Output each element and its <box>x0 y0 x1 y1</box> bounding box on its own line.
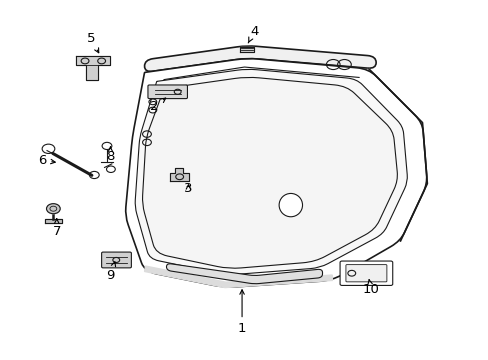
Ellipse shape <box>279 193 302 217</box>
Text: 7: 7 <box>52 219 61 238</box>
Text: 10: 10 <box>362 280 379 296</box>
FancyBboxPatch shape <box>148 85 187 99</box>
FancyBboxPatch shape <box>339 261 392 285</box>
Text: 3: 3 <box>184 183 192 195</box>
FancyBboxPatch shape <box>345 265 386 282</box>
Text: 2: 2 <box>150 98 165 113</box>
Text: 6: 6 <box>38 154 55 167</box>
Polygon shape <box>170 168 188 181</box>
PathPatch shape <box>144 46 375 71</box>
Text: 4: 4 <box>248 25 258 43</box>
PathPatch shape <box>166 264 322 284</box>
Circle shape <box>46 204 60 214</box>
Polygon shape <box>239 46 254 51</box>
PathPatch shape <box>135 69 407 274</box>
Polygon shape <box>44 220 62 223</box>
PathPatch shape <box>142 77 397 268</box>
Polygon shape <box>76 56 110 80</box>
PathPatch shape <box>125 59 426 287</box>
Text: 9: 9 <box>106 262 115 282</box>
Text: 8: 8 <box>106 147 114 163</box>
Text: 5: 5 <box>86 32 99 53</box>
Polygon shape <box>144 266 331 288</box>
FancyBboxPatch shape <box>102 252 131 268</box>
Text: 1: 1 <box>237 290 246 335</box>
Polygon shape <box>363 69 427 241</box>
